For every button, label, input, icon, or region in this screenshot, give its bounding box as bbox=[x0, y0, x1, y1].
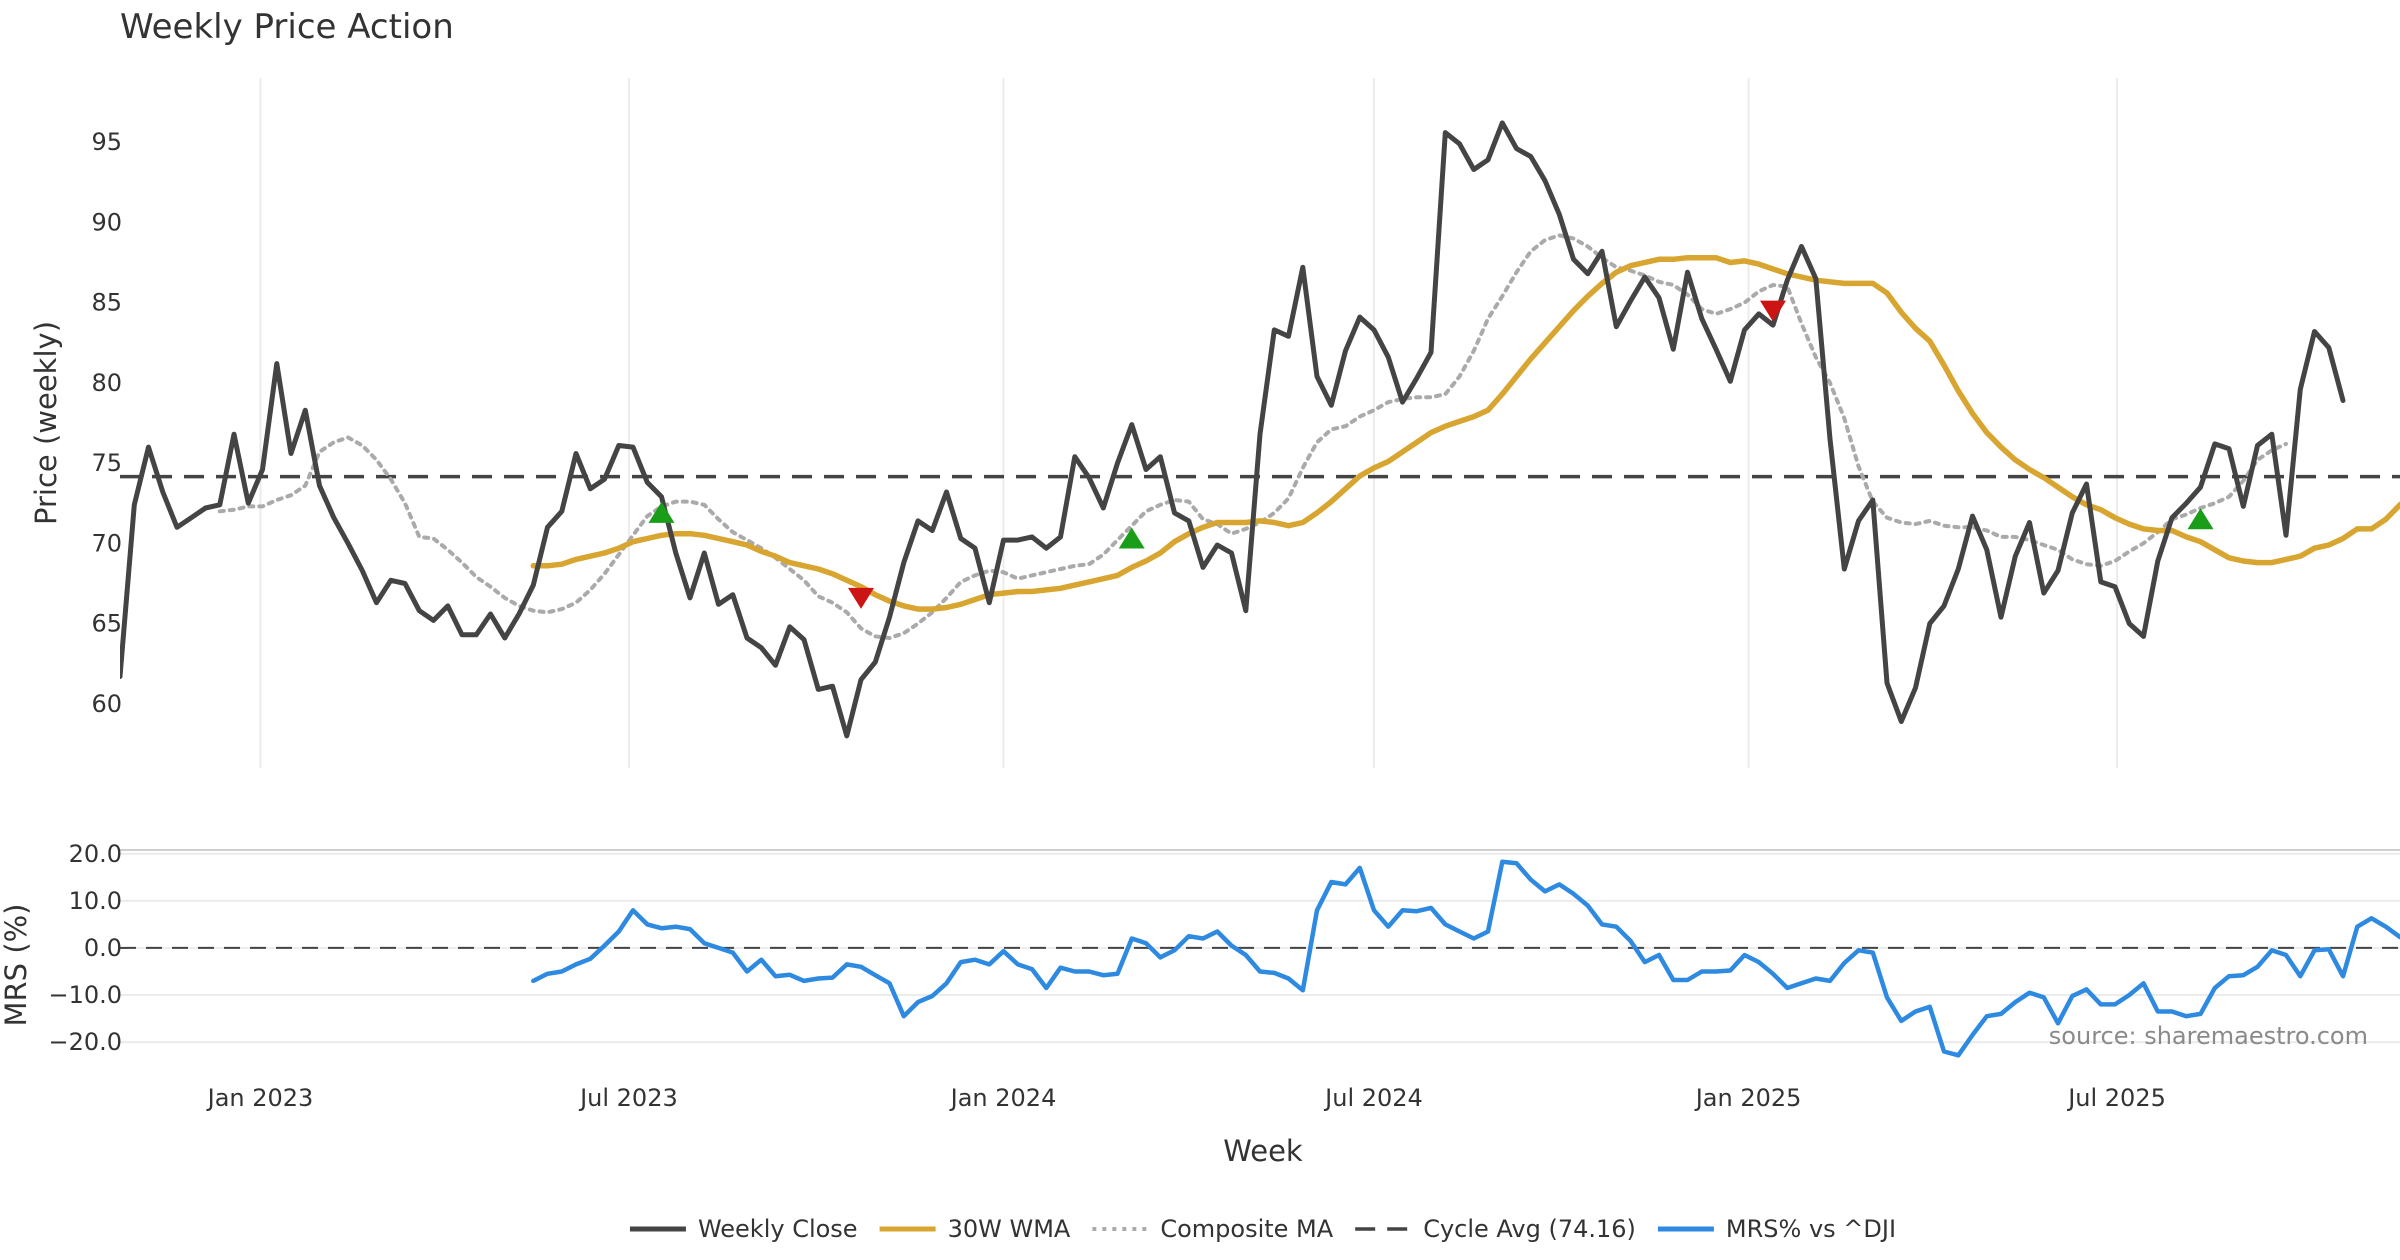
buy-signal-marker bbox=[2187, 508, 2214, 530]
mrs-line bbox=[531, 859, 2400, 1058]
price-y-tick-label: 85 bbox=[91, 289, 122, 317]
sell-signal-marker bbox=[1760, 300, 1786, 322]
x-tick-label: Jan 2024 bbox=[949, 1084, 1057, 1112]
legend-label: Cycle Avg (74.16) bbox=[1423, 1215, 1636, 1243]
mrs-plot-area bbox=[120, 859, 2400, 1058]
x-tick-label: Jul 2024 bbox=[1323, 1084, 1423, 1112]
price-gridlines bbox=[259, 78, 2119, 768]
legend-label: Composite MA bbox=[1160, 1215, 1333, 1243]
chart-title: Weekly Price Action bbox=[120, 7, 454, 47]
weekly-close-line bbox=[120, 120, 2346, 739]
legend-item: Composite MA bbox=[1092, 1215, 1334, 1243]
legend: Weekly Close 30W WMA Composite MA Cycle Avg… bbox=[629, 1215, 1896, 1243]
price-y-tick-label: 60 bbox=[91, 690, 122, 718]
x-tick-label: Jul 2025 bbox=[2066, 1084, 2166, 1112]
x-tick-label: Jul 2023 bbox=[578, 1084, 678, 1112]
mrs-y-axis-label: MRS (%) bbox=[0, 904, 33, 1027]
mrs-y-tick-labels: 20.0 10.0 0.0 −10.0 −20.0 bbox=[48, 840, 122, 1056]
legend-item: Cycle Avg (74.16) bbox=[1355, 1215, 1636, 1243]
buy-signal-marker bbox=[1118, 527, 1145, 549]
x-tick-label: Jan 2025 bbox=[1694, 1084, 1802, 1112]
price-y-tick-label: 65 bbox=[91, 610, 122, 638]
legend-item: MRS% vs ^DJI bbox=[1657, 1215, 1896, 1243]
legend-label: Weekly Close bbox=[698, 1215, 858, 1243]
price-y-tick-label: 95 bbox=[91, 128, 122, 156]
mrs-y-tick-label: −20.0 bbox=[48, 1028, 122, 1056]
legend-item: Weekly Close bbox=[629, 1215, 858, 1243]
mrs-y-tick-label: 10.0 bbox=[69, 887, 122, 915]
price-y-tick-label: 90 bbox=[91, 208, 122, 236]
source-watermark: source: sharemaestro.com bbox=[2049, 1022, 2368, 1050]
price-y-tick-labels: 60 65 70 75 80 85 90 95 bbox=[91, 128, 122, 718]
price-y-tick-label: 70 bbox=[91, 529, 122, 557]
price-y-tick-label: 80 bbox=[91, 369, 122, 397]
mrs-y-tick-label: 20.0 bbox=[69, 840, 122, 868]
legend-item: 30W WMA bbox=[879, 1215, 1071, 1243]
wma-30w-line bbox=[530, 254, 2400, 612]
mrs-y-tick-label: −10.0 bbox=[48, 981, 122, 1009]
x-axis-label: Week bbox=[1223, 1134, 1303, 1168]
x-tick-label: Jan 2023 bbox=[206, 1084, 314, 1112]
price-y-axis-label: Price (weekly) bbox=[29, 321, 63, 525]
mrs-y-tick-label: 0.0 bbox=[84, 934, 122, 962]
price-y-tick-label: 75 bbox=[91, 449, 122, 477]
price-plot-area bbox=[120, 120, 2400, 739]
legend-label: 30W WMA bbox=[948, 1215, 1071, 1243]
x-tick-labels: Jan 2023 Jul 2023 Jan 2024 Jul 2024 Jan 2025… bbox=[206, 1084, 2166, 1112]
composite-ma-line bbox=[217, 233, 2288, 640]
buy-signal-marker bbox=[648, 501, 675, 523]
sell-signal-marker bbox=[848, 587, 874, 609]
legend-label: MRS% vs ^DJI bbox=[1726, 1215, 1896, 1243]
